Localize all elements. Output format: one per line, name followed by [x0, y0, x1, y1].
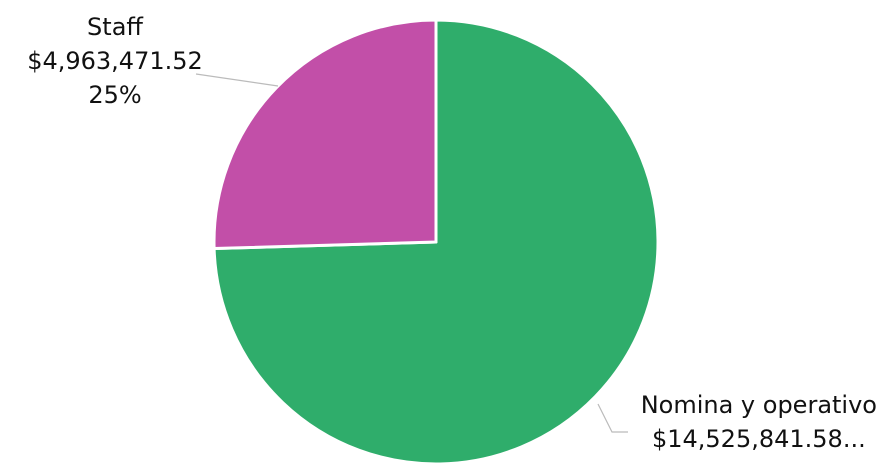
- pie-slice-staff: [212, 18, 438, 251]
- slice-label-nomina-name: Nomina y operativo: [640, 391, 877, 419]
- slice-label-nomina-value: $14,525,841.58...: [651, 425, 866, 453]
- leader-line-nomina: [597, 403, 628, 433]
- slice-label-staff-value: $4,963,471.52: [27, 47, 203, 75]
- slice-label-staff-percent: 25%: [88, 81, 142, 109]
- leader-line-staff: [195, 73, 279, 87]
- slice-label-staff-name: Staff: [87, 13, 143, 41]
- slice-label-nomina: Nomina y operativo $14,525,841.58...: [641, 388, 877, 456]
- slice-label-staff: Staff $4,963,471.52 25%: [0, 10, 230, 112]
